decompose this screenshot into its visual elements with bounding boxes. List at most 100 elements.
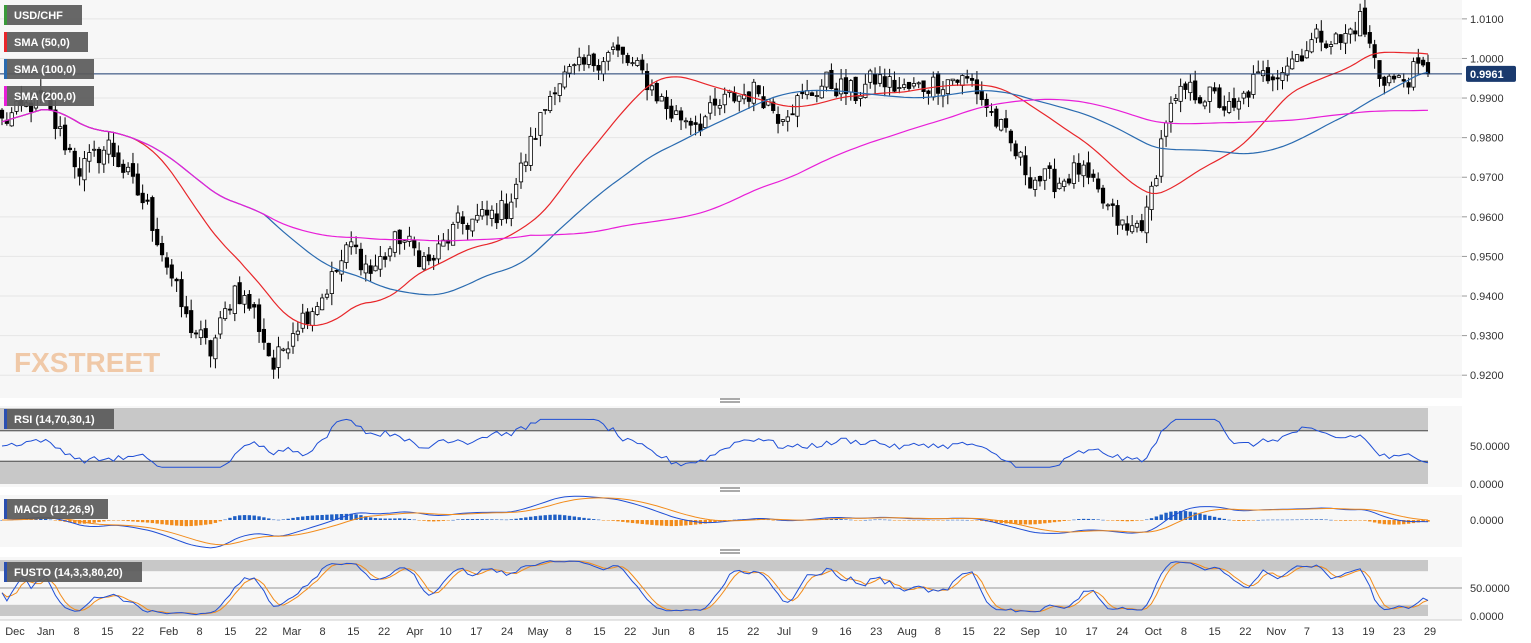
panel-resize-handle-2[interactable] xyxy=(720,487,740,492)
candle xyxy=(256,304,262,332)
macd-histogram-bar xyxy=(1178,510,1183,520)
macd-histogram-bar xyxy=(184,520,189,527)
candle xyxy=(649,85,655,91)
macd-histogram-bar xyxy=(247,515,252,520)
macd-histogram-bar xyxy=(1324,519,1328,521)
candle xyxy=(392,231,397,253)
candle xyxy=(1241,92,1246,99)
candle xyxy=(848,80,853,93)
candle xyxy=(945,79,950,94)
macd-histogram-bar xyxy=(1305,519,1309,520)
candle xyxy=(397,229,402,245)
macd-histogram-bar xyxy=(179,520,184,526)
candle xyxy=(1314,28,1319,39)
macd-histogram-bar xyxy=(519,518,523,520)
x-tick-label: 23 xyxy=(1393,626,1405,638)
macd-histogram-bar xyxy=(1217,517,1222,520)
macd-histogram-bar xyxy=(1237,520,1241,521)
legend-box[interactable] xyxy=(4,86,94,106)
x-tick-label: Jan xyxy=(37,626,55,638)
panel-label-box[interactable] xyxy=(4,499,108,519)
candle xyxy=(974,79,980,95)
x-tick-label: Nov xyxy=(1266,626,1286,638)
macd-histogram-bar xyxy=(509,519,513,520)
macd-histogram-bar xyxy=(1072,519,1076,521)
candle xyxy=(1207,86,1212,102)
candle xyxy=(281,348,286,351)
candle xyxy=(1343,33,1348,44)
candle xyxy=(1008,130,1013,144)
macd-histogram-bar xyxy=(111,520,116,521)
legend-box[interactable] xyxy=(4,5,82,25)
candle xyxy=(1028,177,1033,189)
macd-histogram-bar xyxy=(223,519,227,521)
x-tick-label: Aug xyxy=(897,626,917,638)
macd-histogram-bar xyxy=(150,520,155,524)
candle xyxy=(145,199,150,202)
candle xyxy=(591,53,596,67)
candle xyxy=(509,201,514,219)
legend-box[interactable] xyxy=(4,32,88,52)
macd-histogram-bar xyxy=(1159,514,1163,520)
macd-histogram-bar xyxy=(310,515,315,520)
price-tick-label: 1.0100 xyxy=(1470,14,1504,26)
candle xyxy=(916,82,921,85)
x-tick-label: 8 xyxy=(197,626,203,638)
candle xyxy=(868,70,873,83)
macd-histogram-bar xyxy=(174,520,179,526)
x-tick-label: Mar xyxy=(282,626,301,638)
candle xyxy=(53,109,58,130)
sma-lines xyxy=(0,51,1462,327)
macd-histogram-bar xyxy=(1140,520,1144,521)
legend-box[interactable] xyxy=(4,59,94,79)
x-tick-label: 13 xyxy=(1332,626,1344,638)
macd-histogram-bar xyxy=(946,519,950,521)
candle xyxy=(1202,101,1207,107)
x-tick-label: 17 xyxy=(1086,626,1098,638)
candle xyxy=(378,256,383,270)
panel-label-box[interactable] xyxy=(4,562,142,582)
macd-histogram-bar xyxy=(533,516,538,520)
macd-histogram-bar xyxy=(708,520,712,523)
macd-histogram-bar xyxy=(1096,519,1100,520)
price-tick-label: 0.9700 xyxy=(1470,172,1504,184)
macd-histogram-bar xyxy=(587,518,591,520)
candle xyxy=(800,91,805,95)
panel-resize-handle-3[interactable] xyxy=(720,549,740,554)
candle xyxy=(892,79,897,92)
candle xyxy=(455,212,461,223)
price-tick-label: 0.9200 xyxy=(1470,370,1504,382)
candle xyxy=(1377,60,1382,79)
macd-histogram-bar xyxy=(97,520,101,523)
panel-tick-label: 50.0000 xyxy=(1470,441,1510,453)
macd-histogram-bar xyxy=(1014,520,1018,525)
candle xyxy=(620,46,625,55)
sma-50-line xyxy=(1,51,1429,327)
macd-histogram-bar xyxy=(524,517,528,520)
macd-histogram-bar xyxy=(499,519,504,521)
legend-swatch xyxy=(4,5,7,25)
macd-histogram-bar xyxy=(606,520,610,521)
candle xyxy=(116,152,121,168)
macd-histogram-bar xyxy=(582,517,586,520)
x-tick-label: 9 xyxy=(812,626,818,638)
x-tick-label: 8 xyxy=(689,626,695,638)
panel-resize-handle-1[interactable] xyxy=(720,398,740,403)
macd-histogram-bar xyxy=(131,520,135,522)
x-tick-label: 19 xyxy=(1362,626,1374,638)
candle xyxy=(1387,75,1392,84)
candle xyxy=(1159,138,1164,177)
candle xyxy=(567,66,572,74)
panel-label-swatch xyxy=(4,409,7,429)
panel-label-box[interactable] xyxy=(4,409,114,429)
candle xyxy=(1023,155,1028,176)
candle xyxy=(290,333,296,347)
macd-histogram-bar xyxy=(1164,512,1168,520)
macd-histogram-bar xyxy=(271,519,276,521)
x-tick-label: 15 xyxy=(347,626,359,638)
macd-histogram-bar xyxy=(378,518,383,520)
x-tick-label: Apr xyxy=(406,626,423,638)
candle xyxy=(1003,118,1009,128)
grid-layer xyxy=(0,18,1462,376)
macd-histogram-bar xyxy=(1144,519,1149,521)
